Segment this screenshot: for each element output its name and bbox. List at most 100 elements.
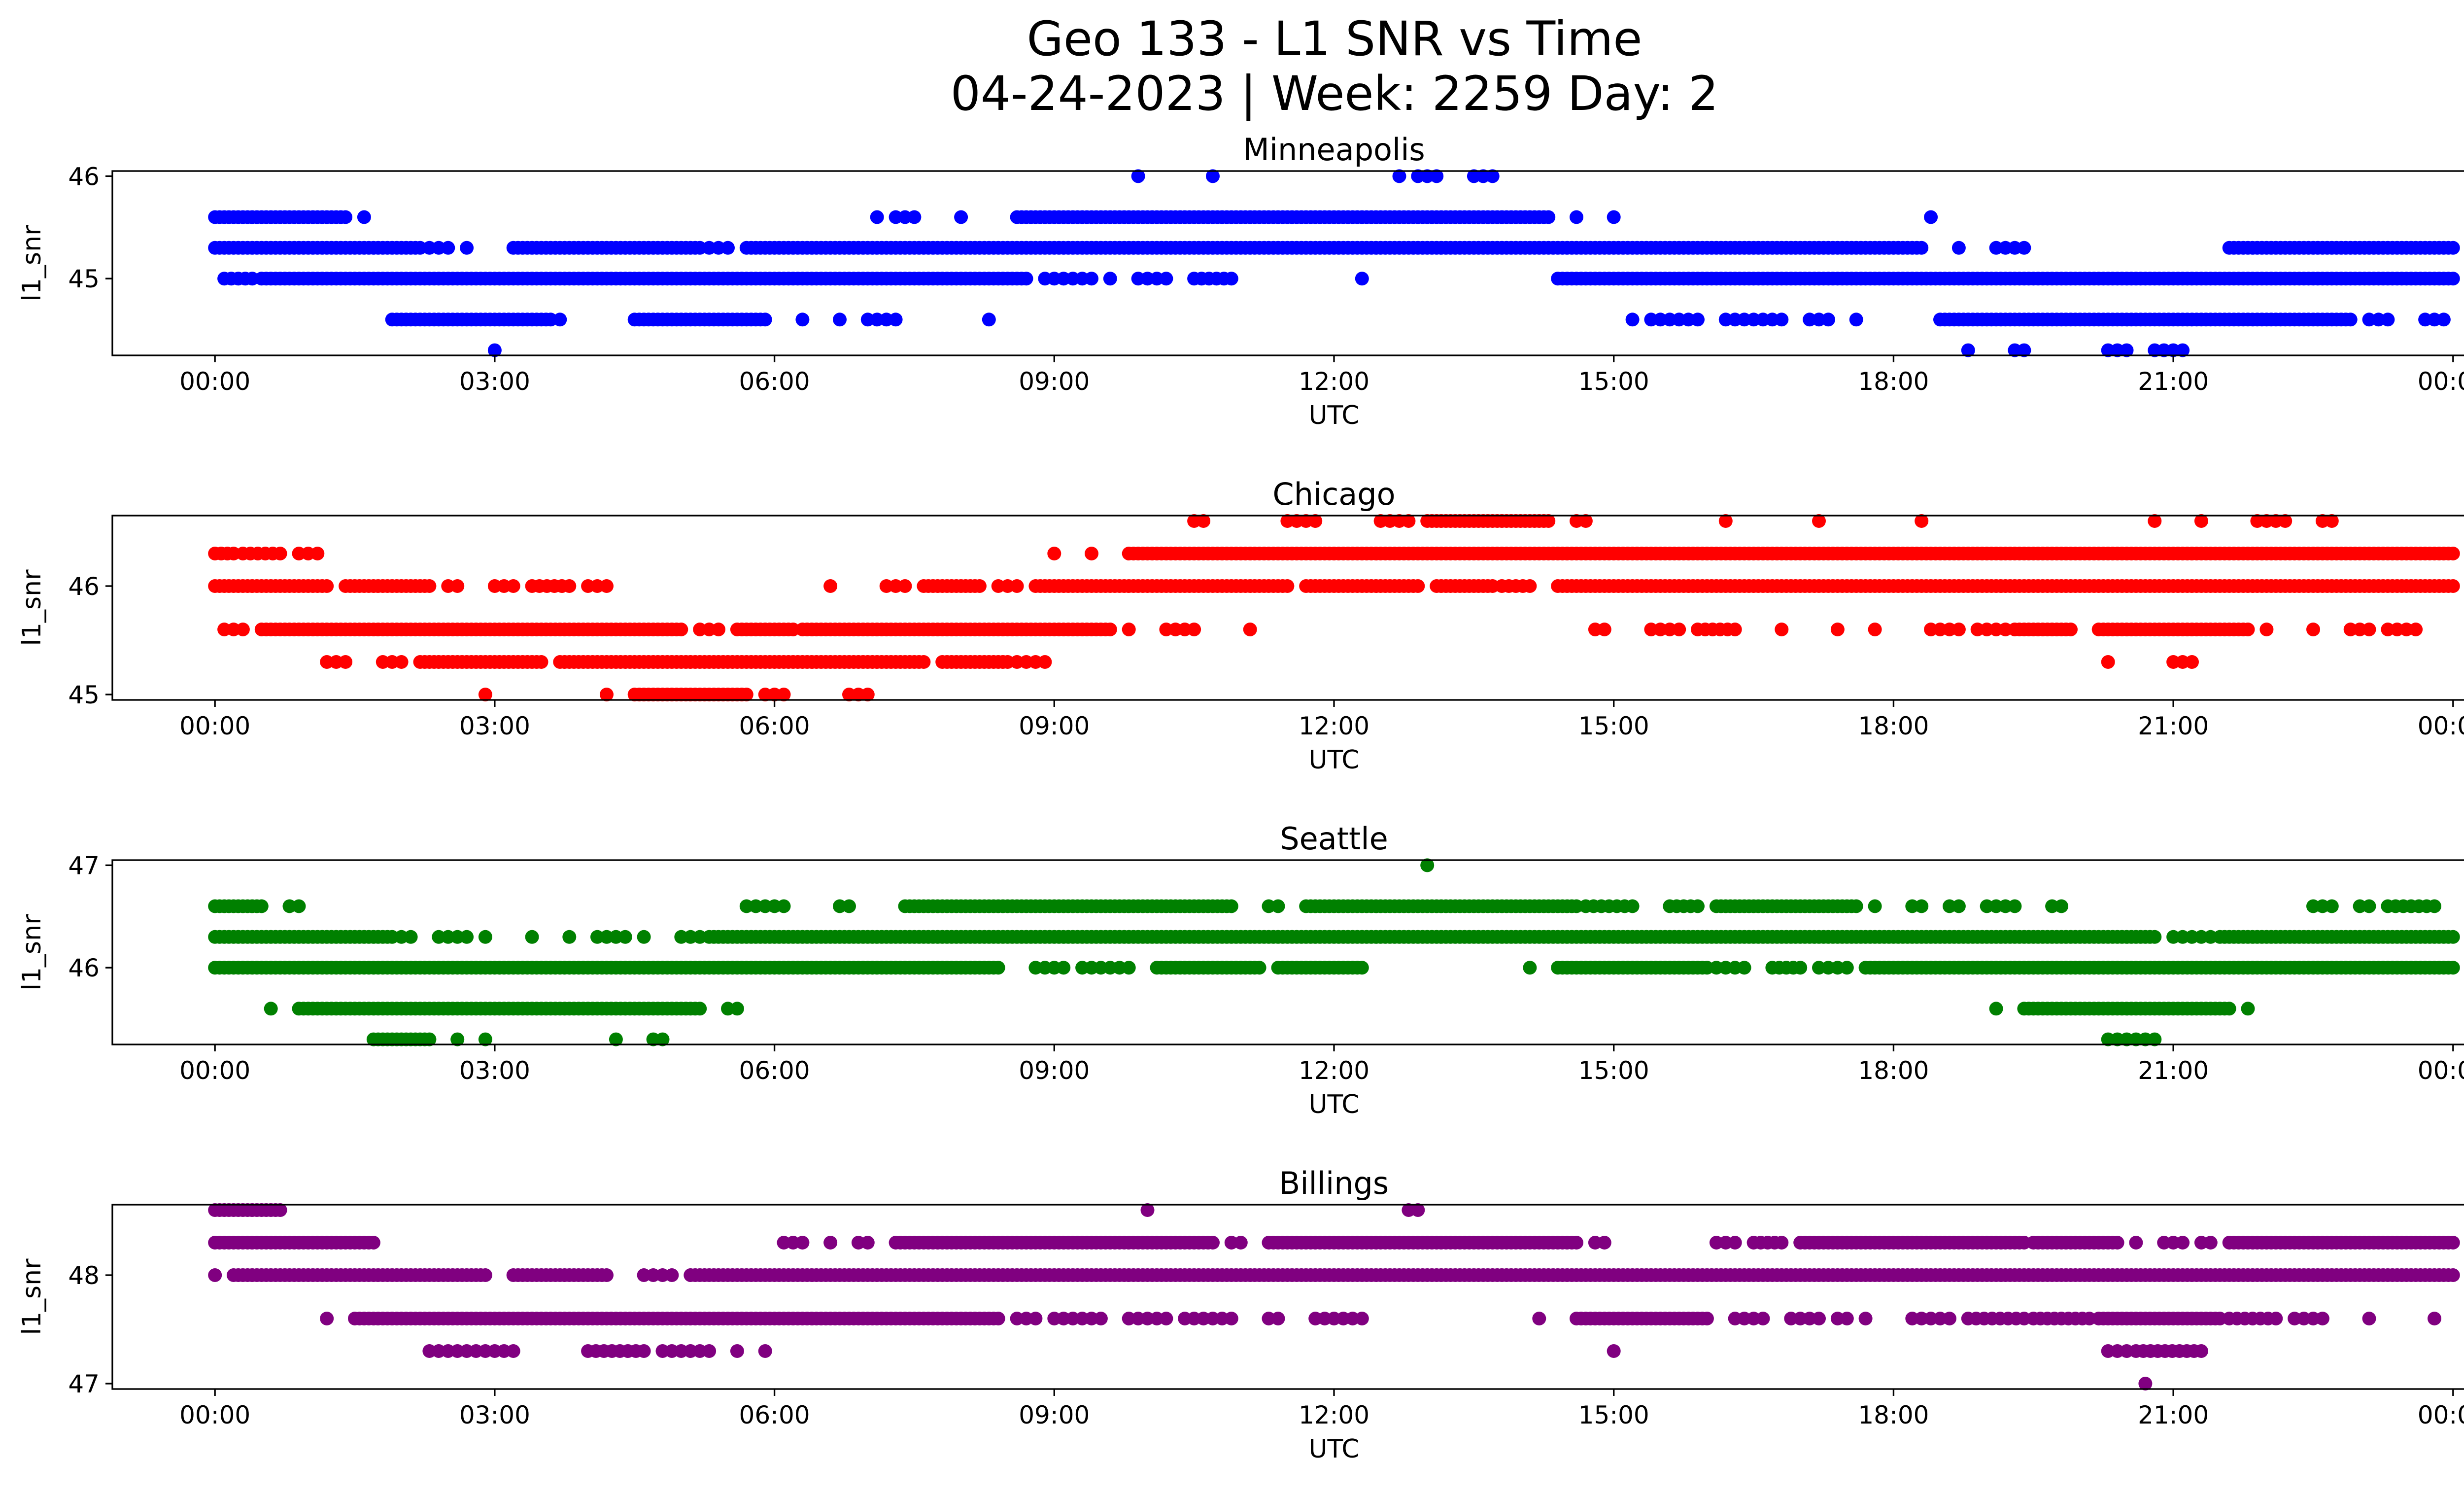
y-tick-label: 48 — [68, 1261, 100, 1290]
data-point — [2241, 1002, 2255, 1016]
x-tick-label: 15:00 — [1578, 367, 1649, 396]
data-point — [1570, 1236, 1583, 1250]
data-point — [1812, 514, 1826, 528]
data-point — [1271, 1312, 1285, 1325]
data-point — [2017, 343, 2031, 357]
data-point — [1233, 1236, 1248, 1250]
data-point — [1187, 623, 1201, 636]
data-point — [357, 210, 371, 224]
x-tick-label: 06:00 — [739, 1401, 810, 1429]
subplot-panels: Minneapolis 00:00 03:00 06:00 09:00 12:00 15:0… — [17, 132, 2464, 1464]
x-tick-label: 03:00 — [459, 1056, 530, 1085]
x-axis-label: UTC — [1308, 1090, 1359, 1119]
data-point — [1103, 623, 1117, 636]
data-point — [712, 623, 725, 636]
x-tick-label: 00:00 — [179, 367, 250, 396]
data-point — [842, 899, 856, 913]
data-point — [1597, 1236, 1611, 1250]
data-point — [1541, 210, 1556, 224]
scatter-series — [208, 514, 2460, 701]
data-point — [1420, 858, 1435, 872]
data-point — [2428, 1312, 2441, 1325]
x-tick-label: 15:00 — [1578, 1056, 1649, 1085]
data-point — [777, 688, 791, 701]
data-point — [1756, 1312, 1770, 1325]
data-point — [2446, 930, 2460, 944]
data-point — [422, 1032, 437, 1046]
x-tick-label: 06:00 — [739, 367, 810, 396]
data-point — [534, 655, 548, 669]
data-point — [2446, 961, 2460, 975]
data-point — [2148, 930, 2162, 944]
data-point — [404, 930, 418, 944]
data-point — [972, 579, 987, 593]
data-point — [2362, 1312, 2376, 1325]
data-point — [2194, 514, 2208, 528]
data-point — [1793, 961, 1808, 975]
data-point — [1607, 210, 1621, 224]
data-point — [506, 1344, 520, 1358]
data-point — [2222, 1002, 2236, 1016]
data-point — [2269, 1312, 2283, 1325]
data-point — [460, 241, 474, 255]
data-point — [2259, 623, 2274, 636]
data-point — [1775, 623, 1789, 636]
data-point — [264, 1002, 278, 1016]
data-point — [2428, 899, 2441, 913]
data-point — [1038, 655, 1052, 669]
x-tick-label: 21:00 — [2138, 367, 2209, 396]
data-point — [1224, 1312, 1238, 1325]
x-tick-label: 09:00 — [1019, 367, 1090, 396]
y-tick-label: 46 — [68, 954, 100, 982]
data-point — [1840, 1312, 1854, 1325]
data-point — [1578, 514, 1593, 528]
x-tick-label: 00:00 — [2418, 712, 2464, 740]
subplot-title: Billings — [1279, 1165, 1389, 1201]
data-point — [917, 655, 931, 669]
data-point — [823, 1236, 838, 1250]
x-tick-label: 09:00 — [1019, 1056, 1090, 1085]
x-tick-label: 03:00 — [459, 712, 530, 740]
data-point — [1849, 313, 1863, 327]
data-point — [600, 1268, 614, 1282]
data-point — [2203, 1236, 2218, 1250]
x-tick-label: 09:00 — [1019, 1401, 1090, 1429]
data-point — [2185, 655, 2199, 669]
data-point — [1672, 623, 1686, 636]
data-point — [1915, 514, 1929, 528]
data-point — [1243, 623, 1257, 636]
data-point — [618, 930, 632, 944]
y-tick-label: 45 — [68, 265, 100, 293]
data-point — [2194, 1344, 2208, 1358]
data-point — [907, 210, 922, 224]
data-point — [1924, 210, 1938, 224]
subplot-title: Seattle — [1280, 821, 1388, 857]
data-point — [991, 1312, 1005, 1325]
y-tick-label: 46 — [68, 162, 100, 191]
data-point — [1308, 514, 1323, 528]
data-point — [2064, 623, 2078, 636]
data-point — [1607, 1344, 1621, 1358]
y-tick-label: 45 — [68, 681, 100, 709]
data-point — [2446, 579, 2460, 593]
data-point — [1951, 623, 1966, 636]
data-point — [1131, 169, 1145, 183]
data-point — [1570, 210, 1583, 224]
x-tick-label: 00:00 — [2418, 367, 2464, 396]
data-point — [320, 1312, 334, 1325]
data-point — [1430, 169, 1444, 183]
data-point — [2446, 1236, 2460, 1250]
data-point — [1951, 899, 1966, 913]
data-point — [833, 313, 847, 327]
data-point — [693, 1002, 707, 1016]
data-point — [1085, 272, 1098, 286]
data-point — [553, 313, 567, 327]
data-point — [1206, 1236, 1220, 1250]
x-tick-label: 12:00 — [1299, 1056, 1369, 1085]
data-point — [860, 1236, 875, 1250]
data-point — [870, 210, 884, 224]
subplot-title: Minneapolis — [1243, 132, 1425, 168]
data-point — [1812, 1312, 1826, 1325]
data-point — [982, 313, 996, 327]
